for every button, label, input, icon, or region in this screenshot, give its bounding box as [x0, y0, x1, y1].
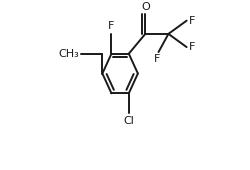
Text: F: F: [188, 42, 194, 52]
Text: F: F: [188, 16, 194, 26]
Text: Cl: Cl: [123, 116, 134, 126]
Text: F: F: [108, 21, 114, 31]
Text: O: O: [140, 2, 149, 12]
Text: CH₃: CH₃: [58, 49, 79, 59]
Text: F: F: [153, 54, 160, 64]
